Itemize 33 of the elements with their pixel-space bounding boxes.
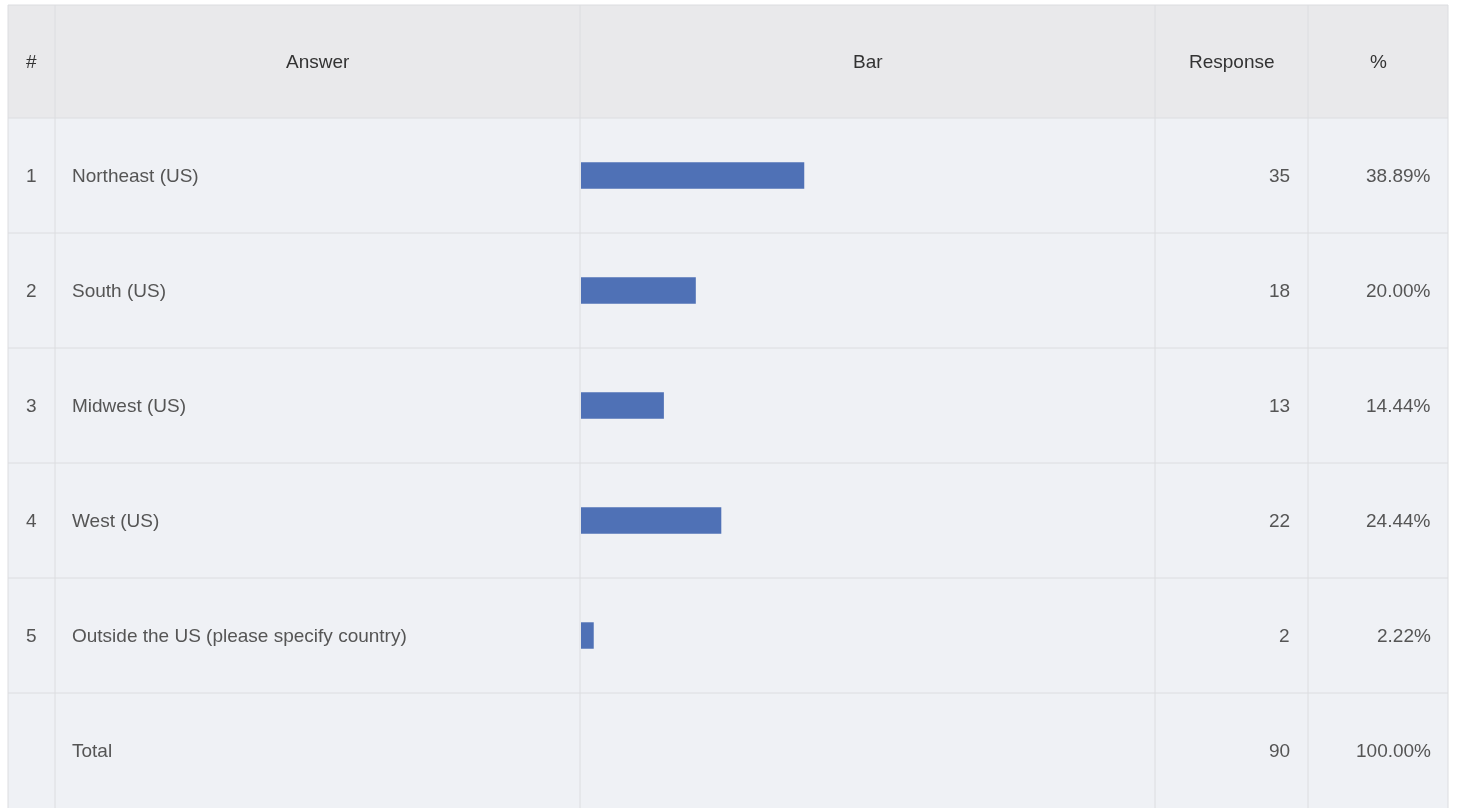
text: 2 <box>26 280 37 301</box>
y-tick-label: Northeast (US) <box>72 165 199 186</box>
y-tick-label: South (US) <box>72 280 166 301</box>
data-label: 14.44% <box>1366 395 1431 416</box>
text: 2 <box>1279 625 1290 646</box>
text: 5 <box>26 625 37 646</box>
bar <box>581 507 722 534</box>
text: Bar <box>853 51 884 72</box>
y-tick-label: West (US) <box>72 510 160 531</box>
text: 90 <box>1269 740 1291 761</box>
bar <box>581 392 664 419</box>
data-label: 38.89% <box>1366 165 1431 186</box>
text: Total <box>72 740 113 761</box>
data-label: 24.44% <box>1366 510 1431 531</box>
text: Answer <box>286 51 351 72</box>
text: 3 <box>26 395 37 416</box>
y-tick-label: Outside the US (please specify country) <box>72 625 407 646</box>
text: 18 <box>1269 280 1291 301</box>
text: 13 <box>1269 395 1291 416</box>
text: # <box>26 51 37 72</box>
text: 35 <box>1269 165 1291 186</box>
text: % <box>1370 51 1387 72</box>
data-label: 2.22% <box>1377 625 1431 646</box>
y-tick-label: Midwest (US) <box>72 395 187 416</box>
bar <box>581 162 805 189</box>
text: 100.00% <box>1356 740 1432 761</box>
text: Response <box>1189 51 1275 72</box>
text: 22 <box>1269 510 1291 531</box>
bar <box>581 277 696 304</box>
data-label: 20.00% <box>1366 280 1431 301</box>
text: 4 <box>26 510 37 531</box>
text: 1 <box>26 165 37 186</box>
bar <box>581 622 594 649</box>
